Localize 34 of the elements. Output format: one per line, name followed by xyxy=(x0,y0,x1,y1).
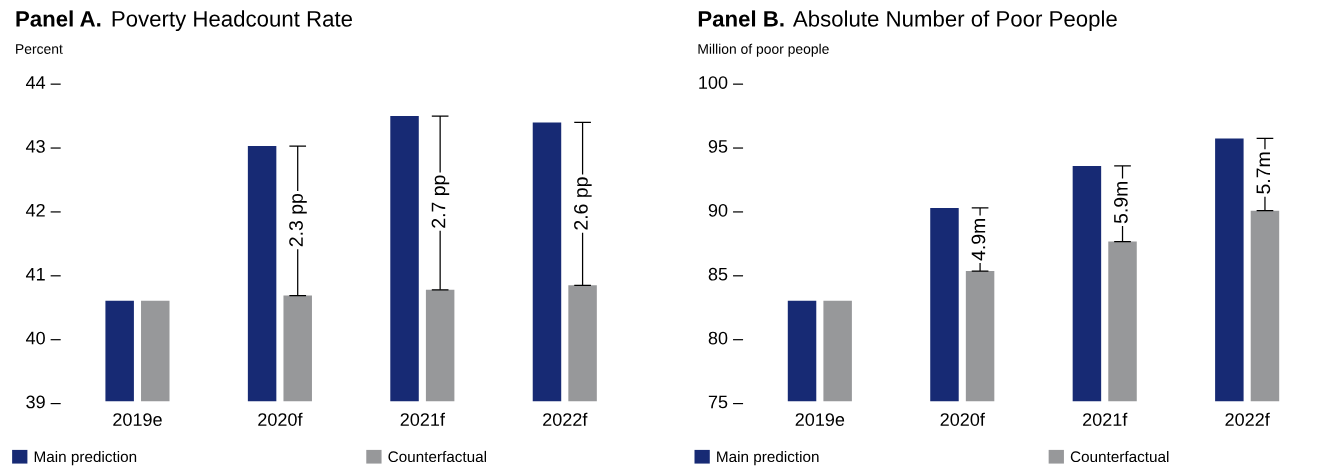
x-tick-label: 2020f xyxy=(258,412,303,426)
annotation: 5.9m xyxy=(1113,181,1128,224)
y-tick-label: 90 – xyxy=(708,203,744,217)
y-tick-label: 80 – xyxy=(708,331,744,345)
x-tick-label: 2021f xyxy=(400,412,445,426)
x-tick-label: 2020f xyxy=(940,412,985,426)
y-tick-label: 40 – xyxy=(25,331,61,345)
y-tick-label: 44 – xyxy=(25,76,61,89)
chart-title: Panel A. Poverty Headcount Rate xyxy=(16,10,352,32)
legend-label: Counterfactual xyxy=(388,450,487,463)
y-tick-label: 95 – xyxy=(708,140,744,153)
y-tick-label: 41 – xyxy=(25,267,61,281)
annotation: 4.9m xyxy=(971,219,986,261)
y-axis-title: Percent xyxy=(16,44,63,54)
x-tick-label: 2022f xyxy=(1225,412,1270,426)
y-tick-label: 39 – xyxy=(26,395,61,409)
y-tick-label: 43 – xyxy=(25,140,61,153)
annotation: 2.6 pp xyxy=(574,177,592,230)
x-tick-label: 2019e xyxy=(113,413,162,426)
x-tick-label: 2022f xyxy=(543,412,588,426)
y-tick-label: 75 – xyxy=(708,395,744,409)
annotation: 2.3 pp xyxy=(289,193,307,247)
x-tick-label: 2019e xyxy=(795,413,845,426)
legend-label: Counterfactual xyxy=(1070,450,1169,463)
legend-label: Main prediction xyxy=(34,450,137,466)
chart-title: Panel B. Absolute Number of Poor People xyxy=(698,10,1117,32)
annotation: 2.7 pp xyxy=(431,175,450,228)
annotation: 5.7m xyxy=(1256,152,1271,194)
y-tick-label: 100 – xyxy=(699,76,744,89)
y-axis-title: Million of poor people xyxy=(698,43,829,57)
y-tick-label: 85 – xyxy=(708,267,744,281)
y-tick-label: 42 – xyxy=(25,203,61,217)
x-tick-label: 2021f xyxy=(1083,412,1128,426)
legend-label: Main prediction xyxy=(717,450,819,466)
